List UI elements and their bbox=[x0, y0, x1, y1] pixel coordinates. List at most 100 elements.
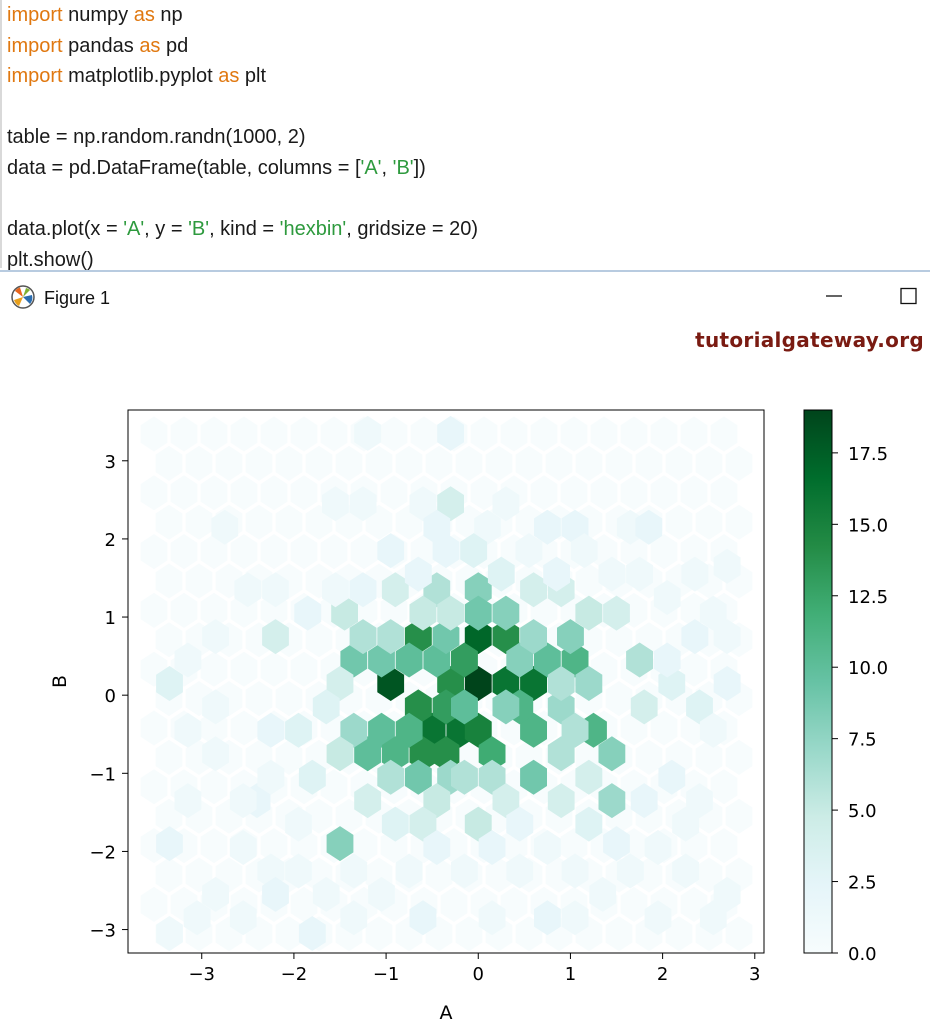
hex-cell bbox=[183, 900, 211, 936]
colorbar-tick-label: 2.5 bbox=[848, 873, 877, 894]
hex-background-cell bbox=[245, 504, 273, 540]
hex-cell bbox=[478, 900, 506, 936]
maximize-icon[interactable] bbox=[896, 284, 920, 308]
hex-background-cell bbox=[275, 916, 303, 952]
hex-cell bbox=[520, 572, 547, 608]
hex-cell bbox=[520, 759, 547, 795]
hex-cell bbox=[174, 642, 202, 678]
code-string: 'A' bbox=[360, 157, 382, 179]
hex-background-cell bbox=[140, 475, 168, 511]
hex-cell bbox=[377, 533, 405, 569]
hex-cell bbox=[381, 806, 409, 842]
x-tick-label: 2 bbox=[657, 964, 668, 985]
hex-background-cell bbox=[335, 445, 363, 481]
hex-background-cell bbox=[230, 416, 258, 452]
hex-cell bbox=[409, 900, 437, 936]
hex-background-cell bbox=[485, 445, 513, 481]
y-tick-label: 0 bbox=[105, 686, 116, 707]
hex-cell bbox=[713, 666, 741, 701]
hex-background-cell bbox=[200, 416, 228, 452]
code-line: data.plot(x = 'A', y = 'B', kind = 'hexb… bbox=[7, 217, 478, 241]
hex-cell bbox=[506, 806, 534, 842]
hex-cell bbox=[340, 712, 368, 748]
hex-cell bbox=[211, 509, 239, 545]
hex-cell bbox=[326, 826, 354, 862]
hex-background-cell bbox=[350, 534, 378, 570]
hex-cell bbox=[377, 619, 405, 655]
hex-background-cell bbox=[200, 769, 228, 805]
hex-cell bbox=[432, 533, 460, 569]
hex-background-cell bbox=[695, 739, 723, 775]
hex-background-cell bbox=[575, 445, 603, 481]
hex-background-cell bbox=[200, 592, 228, 628]
hex-cell bbox=[699, 712, 727, 748]
x-tick-label: −3 bbox=[188, 964, 215, 985]
hex-cell bbox=[653, 642, 681, 678]
hex-cell bbox=[262, 619, 289, 655]
hex-background-cell bbox=[725, 916, 753, 952]
hex-cell bbox=[598, 783, 626, 819]
hex-cell bbox=[368, 876, 395, 912]
minimize-icon[interactable] bbox=[822, 284, 846, 308]
hex-background-cell bbox=[245, 681, 273, 717]
hex-cell bbox=[672, 853, 700, 889]
hex-cell bbox=[285, 806, 312, 842]
colorbar-tick-label: 7.5 bbox=[848, 730, 877, 751]
hex-background-cell bbox=[200, 828, 228, 864]
hex-background-cell bbox=[725, 798, 753, 834]
hex-cell bbox=[492, 666, 520, 701]
hex-cell bbox=[326, 666, 354, 701]
hex-background-cell bbox=[275, 681, 303, 717]
hex-background-cell bbox=[725, 504, 753, 540]
hex-cell bbox=[478, 759, 506, 795]
hex-cell bbox=[474, 509, 501, 545]
hex-background-cell bbox=[170, 592, 198, 628]
code-token: pd bbox=[160, 34, 189, 57]
x-tick-label: −1 bbox=[373, 964, 400, 985]
hex-cell bbox=[534, 900, 561, 936]
hex-cell bbox=[603, 826, 630, 862]
hex-cell bbox=[156, 826, 183, 862]
hex-cell bbox=[354, 736, 382, 772]
hex-cell bbox=[156, 916, 183, 951]
hex-cell bbox=[635, 509, 663, 545]
hex-cell bbox=[644, 900, 672, 936]
code-editor[interactable]: import numpy as np import pandas as pd imp… bbox=[0, 0, 930, 271]
hex-background-cell bbox=[530, 416, 558, 452]
hex-cell bbox=[520, 712, 547, 748]
code-token: numpy bbox=[62, 4, 134, 26]
hex-cell bbox=[312, 689, 340, 725]
hex-background-cell bbox=[575, 563, 603, 599]
y-tick-label: −3 bbox=[89, 921, 116, 942]
colorbar-tick-label: 12.5 bbox=[848, 587, 888, 608]
hex-cell bbox=[630, 689, 658, 725]
hex-background-cell bbox=[230, 534, 258, 570]
code-keyword: as bbox=[139, 34, 161, 57]
hex-background-cell bbox=[290, 886, 318, 922]
hex-background-cell bbox=[260, 828, 288, 864]
hex-background-cell bbox=[605, 445, 633, 481]
hex-background-cell bbox=[605, 916, 633, 952]
hex-background-cell bbox=[155, 563, 183, 599]
hex-cell bbox=[464, 572, 492, 608]
hex-cell bbox=[543, 556, 570, 592]
hex-cell bbox=[644, 830, 672, 865]
hex-cell bbox=[520, 619, 547, 655]
hex-cell bbox=[464, 595, 492, 631]
matplotlib-logo-icon bbox=[11, 285, 35, 309]
hex-cell bbox=[423, 830, 451, 865]
hex-background-cell bbox=[695, 445, 723, 481]
code-string: 'B' bbox=[392, 157, 414, 179]
hex-cell bbox=[464, 619, 492, 655]
y-tick-label: −2 bbox=[89, 842, 116, 863]
hex-background-cell bbox=[305, 622, 333, 658]
hex-cell bbox=[285, 712, 312, 748]
hex-cell bbox=[575, 806, 603, 842]
hex-cell bbox=[312, 876, 340, 912]
hex-background-cell bbox=[455, 445, 483, 481]
colorbar bbox=[803, 409, 833, 954]
hex-cell bbox=[492, 486, 520, 522]
hex-cell bbox=[681, 619, 709, 655]
hex-background-cell bbox=[200, 475, 228, 511]
